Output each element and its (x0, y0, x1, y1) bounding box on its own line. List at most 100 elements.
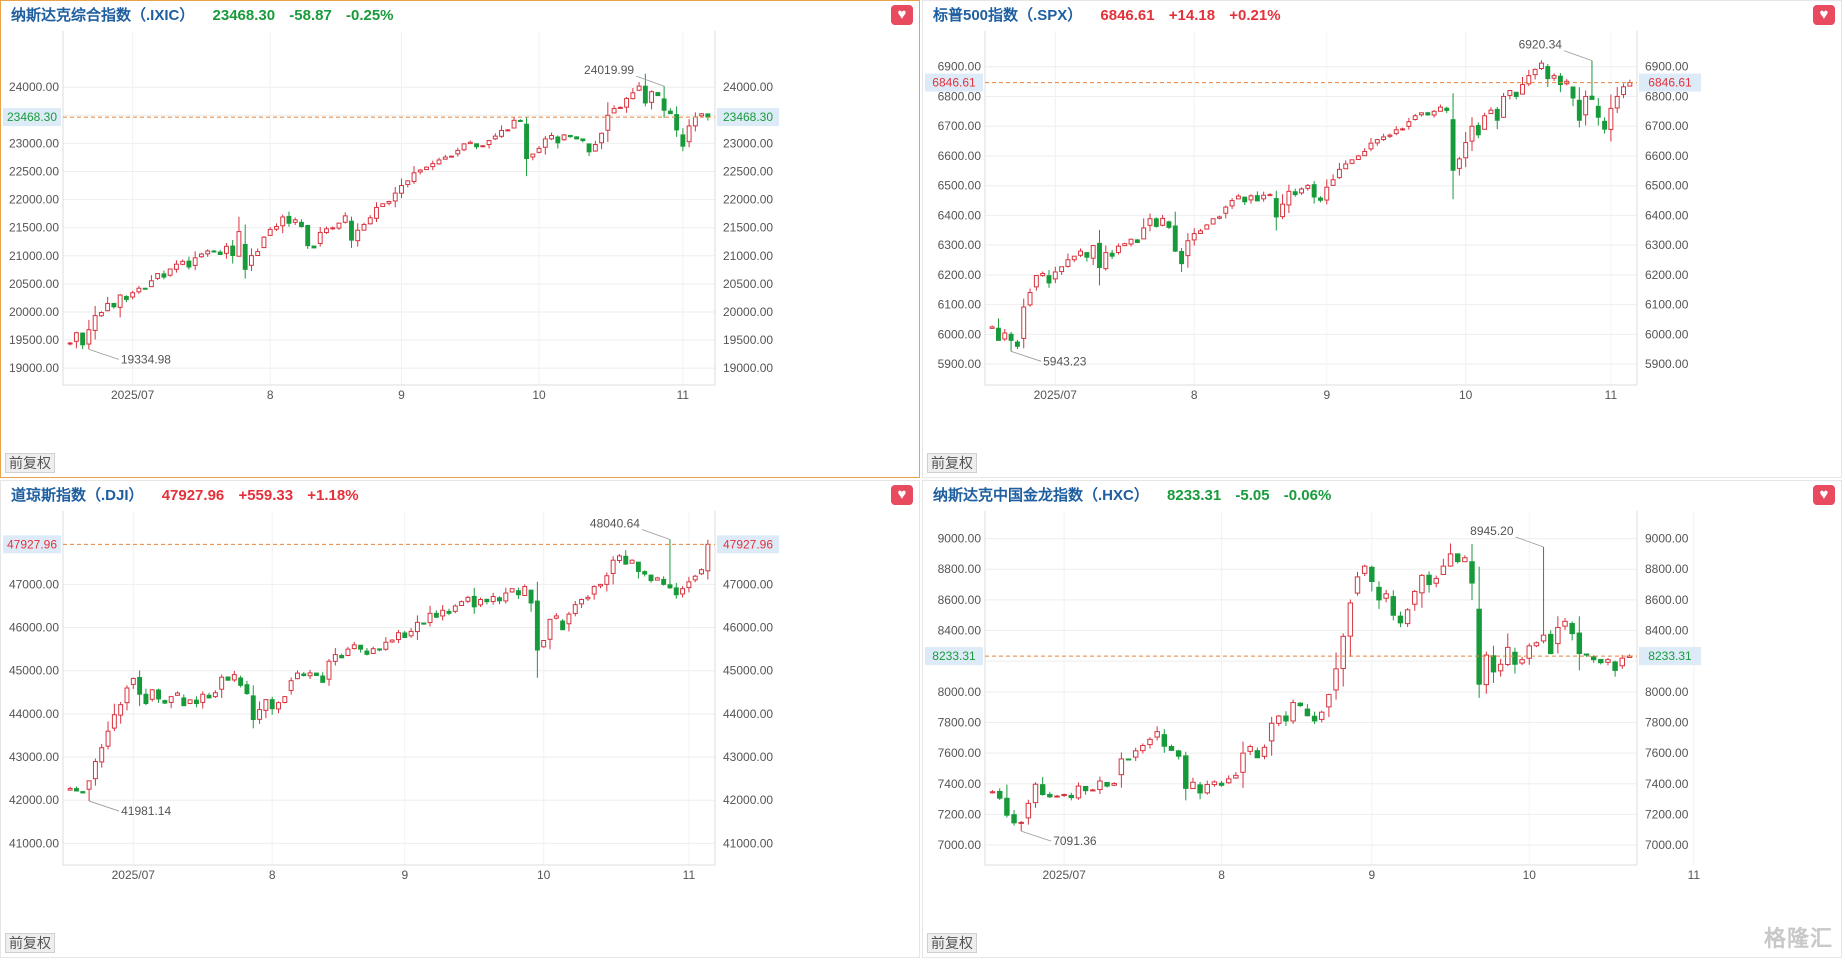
candle-body (249, 255, 254, 266)
candle-body (1627, 82, 1633, 87)
candlestick-chart[interactable]: 19000.00 19000.00 19500.00 19500.00 20000.00… (1, 1, 921, 479)
candle-body (1183, 755, 1189, 789)
candle-body (1090, 789, 1096, 792)
heart-icon[interactable]: ♥ (891, 485, 913, 505)
index-name[interactable]: 纳斯达克综合指数（.IXIC） (11, 7, 195, 24)
chart-panel-ixic[interactable]: 纳斯达克综合指数（.IXIC） 23468.30 -58.87 -0.25% ♥… (0, 0, 920, 478)
candle-body (648, 574, 654, 582)
candle-body (143, 693, 149, 705)
candle-body (364, 650, 370, 655)
y-tick-label: 6500.00 (938, 179, 982, 193)
candle-body (1311, 184, 1317, 198)
candle-body (389, 639, 395, 643)
candle-body (517, 119, 523, 122)
adjust-label[interactable]: 前复权 (927, 933, 977, 953)
candle-body (86, 329, 92, 345)
candle-body (1431, 110, 1437, 116)
low-label: 41981.14 (121, 804, 171, 818)
candle-body (1097, 780, 1103, 791)
candlestick-chart[interactable]: 5900.00 5900.00 6000.00 6000.00 6100.00 6100.… (923, 1, 1843, 479)
candle-body (1419, 574, 1425, 594)
candle-body (474, 143, 479, 148)
heart-icon[interactable]: ♥ (1813, 5, 1835, 25)
candle-body (1483, 654, 1490, 686)
candle-body (1059, 266, 1065, 273)
candle-body (142, 287, 148, 290)
candle-body (1197, 784, 1203, 794)
candle-body (1052, 271, 1058, 280)
candle-body (490, 595, 496, 603)
index-name[interactable]: 纳斯达克中国金龙指数（.HXC） (933, 487, 1149, 504)
y-tick-label: 7000.00 (1645, 838, 1689, 852)
candle-body (1507, 89, 1513, 96)
y-tick-label: 24000.00 (9, 80, 59, 94)
y-tick-label: 43000.00 (9, 750, 59, 764)
y-tick-label: 6000.00 (1645, 327, 1689, 341)
candle-body (336, 222, 342, 229)
y-tick-label: 6600.00 (938, 149, 982, 163)
candle-body (555, 136, 561, 144)
candle-body (123, 296, 129, 300)
y-tick-label: 7000.00 (938, 838, 982, 852)
candle-body (567, 134, 573, 138)
index-name[interactable]: 标普500指数（.SPX） (933, 7, 1083, 24)
candle-body (629, 559, 635, 564)
candle-body (386, 201, 392, 204)
candle-body (1397, 615, 1404, 624)
candle-body (255, 251, 261, 256)
candle-body (1233, 774, 1239, 779)
candle-body (332, 654, 338, 662)
index-price: 47927.96 (161, 487, 225, 504)
candle-body (1065, 259, 1071, 267)
candle-body (280, 216, 286, 227)
index-change-pct: -0.25% (345, 7, 394, 24)
candle-body (313, 672, 319, 676)
candle-body (1501, 95, 1507, 118)
candle-body (667, 584, 673, 589)
candle-body (1068, 794, 1075, 799)
y-tick-label: 8400.00 (938, 624, 982, 638)
candle-body (1084, 252, 1090, 258)
adjust-label[interactable]: 前复权 (5, 933, 55, 953)
adjust-label[interactable]: 前复权 (927, 453, 977, 473)
candle-body (311, 245, 317, 249)
watermark-logo: 格隆汇 (1763, 926, 1833, 951)
candle-body (358, 644, 364, 650)
index-name[interactable]: 道琼斯指数（.DJI） (11, 487, 144, 504)
candle-body (591, 586, 597, 595)
candle-body (1046, 275, 1052, 284)
candlestick-chart[interactable]: 41000.00 41000.00 42000.00 42000.00 43000.00… (1, 481, 921, 959)
candle-body (383, 641, 389, 650)
candle-body (1235, 195, 1241, 200)
candle-body (522, 586, 528, 596)
current-price-tag (3, 535, 61, 554)
candle-body (1032, 783, 1039, 804)
candle-body (80, 332, 86, 346)
candle-body (585, 596, 591, 600)
y-tick-label: 19500.00 (723, 333, 773, 347)
candle-body (471, 595, 477, 608)
candle-body (1551, 75, 1557, 79)
chart-panel-dji[interactable]: 道琼斯指数（.DJI） 47927.96 +559.33 +1.18% ♥ 41… (0, 480, 920, 958)
candle-body (1179, 250, 1185, 265)
y-tick-label: 45000.00 (9, 664, 59, 678)
heart-icon[interactable]: ♥ (891, 5, 913, 25)
candle-body (1261, 746, 1268, 757)
x-tick-label: 10 (1523, 868, 1537, 882)
candle-body (1154, 731, 1160, 738)
current-price-tag (1639, 73, 1701, 92)
heart-icon[interactable]: ♥ (1813, 485, 1835, 505)
candle-body (1590, 656, 1597, 661)
candle-body (1190, 781, 1196, 790)
chart-panel-spx[interactable]: 标普500指数（.SPX） 6846.61 +14.18 +0.21% ♥ 59… (922, 0, 1842, 478)
adjust-label[interactable]: 前复权 (5, 453, 55, 473)
index-change-pct: +0.21% (1229, 7, 1281, 24)
candle-body (1147, 218, 1153, 226)
candle-body (1311, 715, 1318, 722)
x-tick-label: 8 (1218, 868, 1225, 882)
candlestick-chart[interactable]: 7000.00 7000.00 7200.00 7200.00 7400.00 7400.… (923, 481, 1843, 959)
candle-body (1021, 306, 1027, 339)
chart-panel-hxc[interactable]: 纳斯达克中国金龙指数（.HXC） 8233.31 -5.05 -0.06% ♥ … (922, 480, 1842, 958)
x-tick-label: 10 (532, 388, 546, 402)
candle-body (686, 125, 692, 143)
